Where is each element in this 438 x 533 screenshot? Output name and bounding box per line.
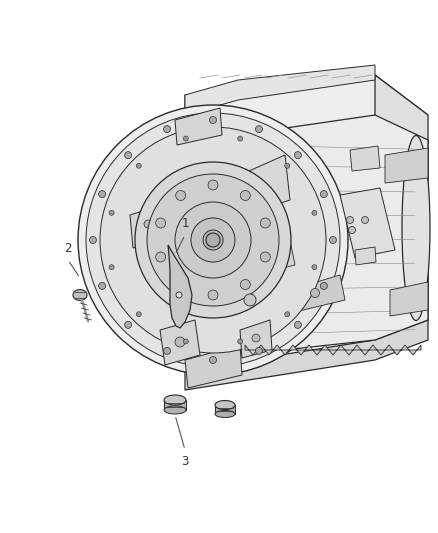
Ellipse shape xyxy=(255,348,262,354)
Ellipse shape xyxy=(155,218,166,228)
Polygon shape xyxy=(130,205,165,248)
Ellipse shape xyxy=(184,136,188,141)
Ellipse shape xyxy=(208,290,218,300)
Polygon shape xyxy=(195,244,232,268)
Polygon shape xyxy=(185,65,375,115)
Polygon shape xyxy=(350,146,380,171)
Polygon shape xyxy=(240,155,290,215)
Ellipse shape xyxy=(109,265,114,270)
Ellipse shape xyxy=(215,400,235,409)
Ellipse shape xyxy=(285,163,290,168)
Polygon shape xyxy=(185,320,428,390)
Ellipse shape xyxy=(176,279,186,289)
Ellipse shape xyxy=(99,282,106,289)
Ellipse shape xyxy=(191,218,235,262)
Ellipse shape xyxy=(175,202,251,278)
Ellipse shape xyxy=(125,152,132,159)
Ellipse shape xyxy=(349,227,356,233)
Polygon shape xyxy=(260,240,295,273)
Polygon shape xyxy=(385,148,428,183)
Ellipse shape xyxy=(320,191,327,198)
Polygon shape xyxy=(185,75,428,135)
Ellipse shape xyxy=(215,410,235,417)
Ellipse shape xyxy=(175,337,185,347)
Text: 1: 1 xyxy=(181,217,189,230)
Ellipse shape xyxy=(89,237,96,244)
Ellipse shape xyxy=(361,216,368,223)
Polygon shape xyxy=(175,108,222,145)
Ellipse shape xyxy=(285,312,290,317)
Ellipse shape xyxy=(346,216,353,223)
Ellipse shape xyxy=(144,220,152,228)
Ellipse shape xyxy=(164,406,186,414)
Polygon shape xyxy=(185,95,238,370)
Polygon shape xyxy=(240,320,272,358)
Polygon shape xyxy=(215,405,235,414)
Ellipse shape xyxy=(125,321,132,328)
Ellipse shape xyxy=(163,126,170,133)
Ellipse shape xyxy=(135,162,291,318)
Polygon shape xyxy=(164,400,186,410)
Ellipse shape xyxy=(163,348,170,354)
Polygon shape xyxy=(355,247,376,265)
Ellipse shape xyxy=(329,237,336,244)
Ellipse shape xyxy=(170,295,180,305)
Ellipse shape xyxy=(86,113,340,367)
Ellipse shape xyxy=(73,289,87,301)
Ellipse shape xyxy=(147,174,279,306)
Text: 3: 3 xyxy=(181,455,189,468)
Ellipse shape xyxy=(100,127,326,353)
Ellipse shape xyxy=(78,105,348,375)
Ellipse shape xyxy=(203,230,223,250)
Polygon shape xyxy=(390,282,428,316)
Polygon shape xyxy=(168,245,192,328)
Ellipse shape xyxy=(311,288,319,297)
Ellipse shape xyxy=(320,282,327,289)
Polygon shape xyxy=(290,275,345,312)
Ellipse shape xyxy=(155,252,166,262)
Ellipse shape xyxy=(244,294,256,306)
Ellipse shape xyxy=(252,334,260,342)
Polygon shape xyxy=(340,188,395,258)
Ellipse shape xyxy=(294,321,301,328)
Polygon shape xyxy=(375,75,428,340)
Ellipse shape xyxy=(208,180,218,190)
Ellipse shape xyxy=(109,211,114,215)
Ellipse shape xyxy=(136,312,141,317)
Ellipse shape xyxy=(312,211,317,215)
Ellipse shape xyxy=(240,190,251,200)
Ellipse shape xyxy=(238,339,243,344)
Ellipse shape xyxy=(255,126,262,133)
Polygon shape xyxy=(238,115,428,355)
Ellipse shape xyxy=(176,190,186,200)
Text: 2: 2 xyxy=(64,242,72,255)
Ellipse shape xyxy=(260,252,270,262)
Ellipse shape xyxy=(402,135,430,320)
Ellipse shape xyxy=(176,292,182,298)
Ellipse shape xyxy=(184,339,188,344)
Ellipse shape xyxy=(238,136,243,141)
Polygon shape xyxy=(245,345,421,355)
Ellipse shape xyxy=(240,279,251,289)
Polygon shape xyxy=(160,320,200,365)
Ellipse shape xyxy=(164,395,186,405)
Ellipse shape xyxy=(209,357,216,364)
Ellipse shape xyxy=(99,191,106,198)
Ellipse shape xyxy=(294,152,301,159)
Ellipse shape xyxy=(260,218,270,228)
Ellipse shape xyxy=(206,233,220,247)
Ellipse shape xyxy=(136,163,141,168)
Ellipse shape xyxy=(312,265,317,270)
Ellipse shape xyxy=(209,117,216,124)
Polygon shape xyxy=(185,345,242,388)
